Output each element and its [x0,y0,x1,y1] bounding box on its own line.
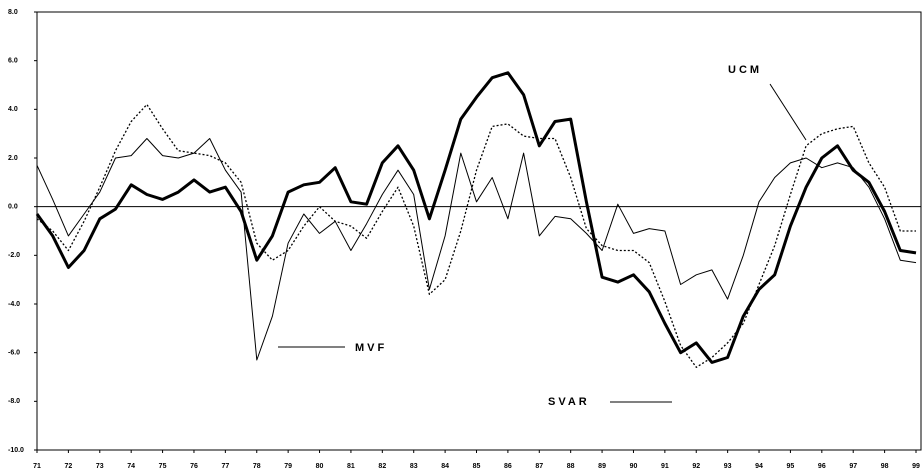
x-tick-label: 99 [912,463,920,470]
y-tick-label: -4.0 [8,301,20,308]
x-tick-label: 81 [347,463,355,470]
y-tick-label: 8.0 [8,9,18,16]
series-line [36,138,917,361]
x-tick-label: 83 [410,463,418,470]
y-tick-label: 6.0 [8,58,18,65]
x-tick-label: 78 [253,463,261,470]
x-tick-label: 86 [504,463,512,470]
y-tick-label: 0.0 [8,204,18,211]
series-label: UCM [728,64,762,76]
x-tick-label: 84 [441,463,449,470]
x-tick-label: 98 [881,463,889,470]
x-tick-label: 88 [567,463,575,470]
y-tick-label: -2.0 [8,252,20,259]
y-tick-label: 2.0 [8,155,18,162]
x-tick-label: 92 [692,463,700,470]
x-tick-label: 91 [661,463,669,470]
x-tick-label: 74 [127,463,135,470]
x-tick-label: 79 [284,463,292,470]
plot-frame [36,11,922,451]
x-tick-label: 71 [33,463,41,470]
series-label: MVF [355,342,387,354]
y-tick-label: 4.0 [8,106,18,113]
series-line [36,103,916,368]
x-tick-label: 82 [378,463,386,470]
series-line [35,71,917,364]
x-tick-label: 72 [64,463,72,470]
y-tick-label: -6.0 [8,350,20,357]
x-tick-label: 87 [535,463,543,470]
y-tick-label: -10.0 [8,447,24,454]
y-tick-label: -8.0 [8,398,20,405]
x-tick-label: 90 [630,463,638,470]
x-tick-label: 95 [787,463,795,470]
x-tick-label: 89 [598,463,606,470]
x-tick-label: 93 [724,463,732,470]
x-tick-label: 85 [473,463,481,470]
x-tick-label: 77 [221,463,229,470]
x-tick-label: 73 [96,463,104,470]
x-tick-label: 76 [190,463,198,470]
x-tick-label: 80 [316,463,324,470]
x-tick-label: 75 [159,463,167,470]
x-tick-label: 94 [755,463,763,470]
series-label: SVAR [548,396,590,408]
x-tick-label: 97 [849,463,857,470]
leader-line [769,83,807,141]
x-tick-label: 96 [818,463,826,470]
